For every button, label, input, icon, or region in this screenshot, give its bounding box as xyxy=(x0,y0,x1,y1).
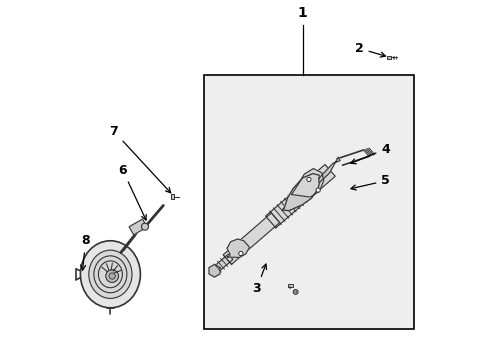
Polygon shape xyxy=(318,157,339,183)
Bar xyxy=(287,284,292,287)
Polygon shape xyxy=(291,168,323,197)
Circle shape xyxy=(109,273,115,279)
Text: 2: 2 xyxy=(354,42,385,57)
Polygon shape xyxy=(226,239,249,257)
Ellipse shape xyxy=(80,241,140,308)
Ellipse shape xyxy=(89,250,132,298)
Circle shape xyxy=(306,177,310,181)
Circle shape xyxy=(315,188,320,192)
Text: 5: 5 xyxy=(350,174,389,190)
Bar xyxy=(203,75,413,329)
Bar xyxy=(170,194,174,199)
Circle shape xyxy=(105,270,118,282)
Text: 4: 4 xyxy=(350,143,389,164)
Circle shape xyxy=(294,291,296,293)
Text: 7: 7 xyxy=(109,125,170,193)
Bar xyxy=(386,56,390,59)
Text: 1: 1 xyxy=(297,6,307,20)
Polygon shape xyxy=(212,254,232,274)
Circle shape xyxy=(141,223,148,230)
Polygon shape xyxy=(223,213,279,264)
Polygon shape xyxy=(265,165,334,228)
Bar xyxy=(129,219,147,235)
Polygon shape xyxy=(281,174,319,211)
Text: 3: 3 xyxy=(252,264,266,295)
Text: 6: 6 xyxy=(118,164,146,220)
Text: 8: 8 xyxy=(81,234,90,270)
Circle shape xyxy=(293,289,298,294)
Polygon shape xyxy=(208,264,220,277)
Circle shape xyxy=(238,251,243,256)
